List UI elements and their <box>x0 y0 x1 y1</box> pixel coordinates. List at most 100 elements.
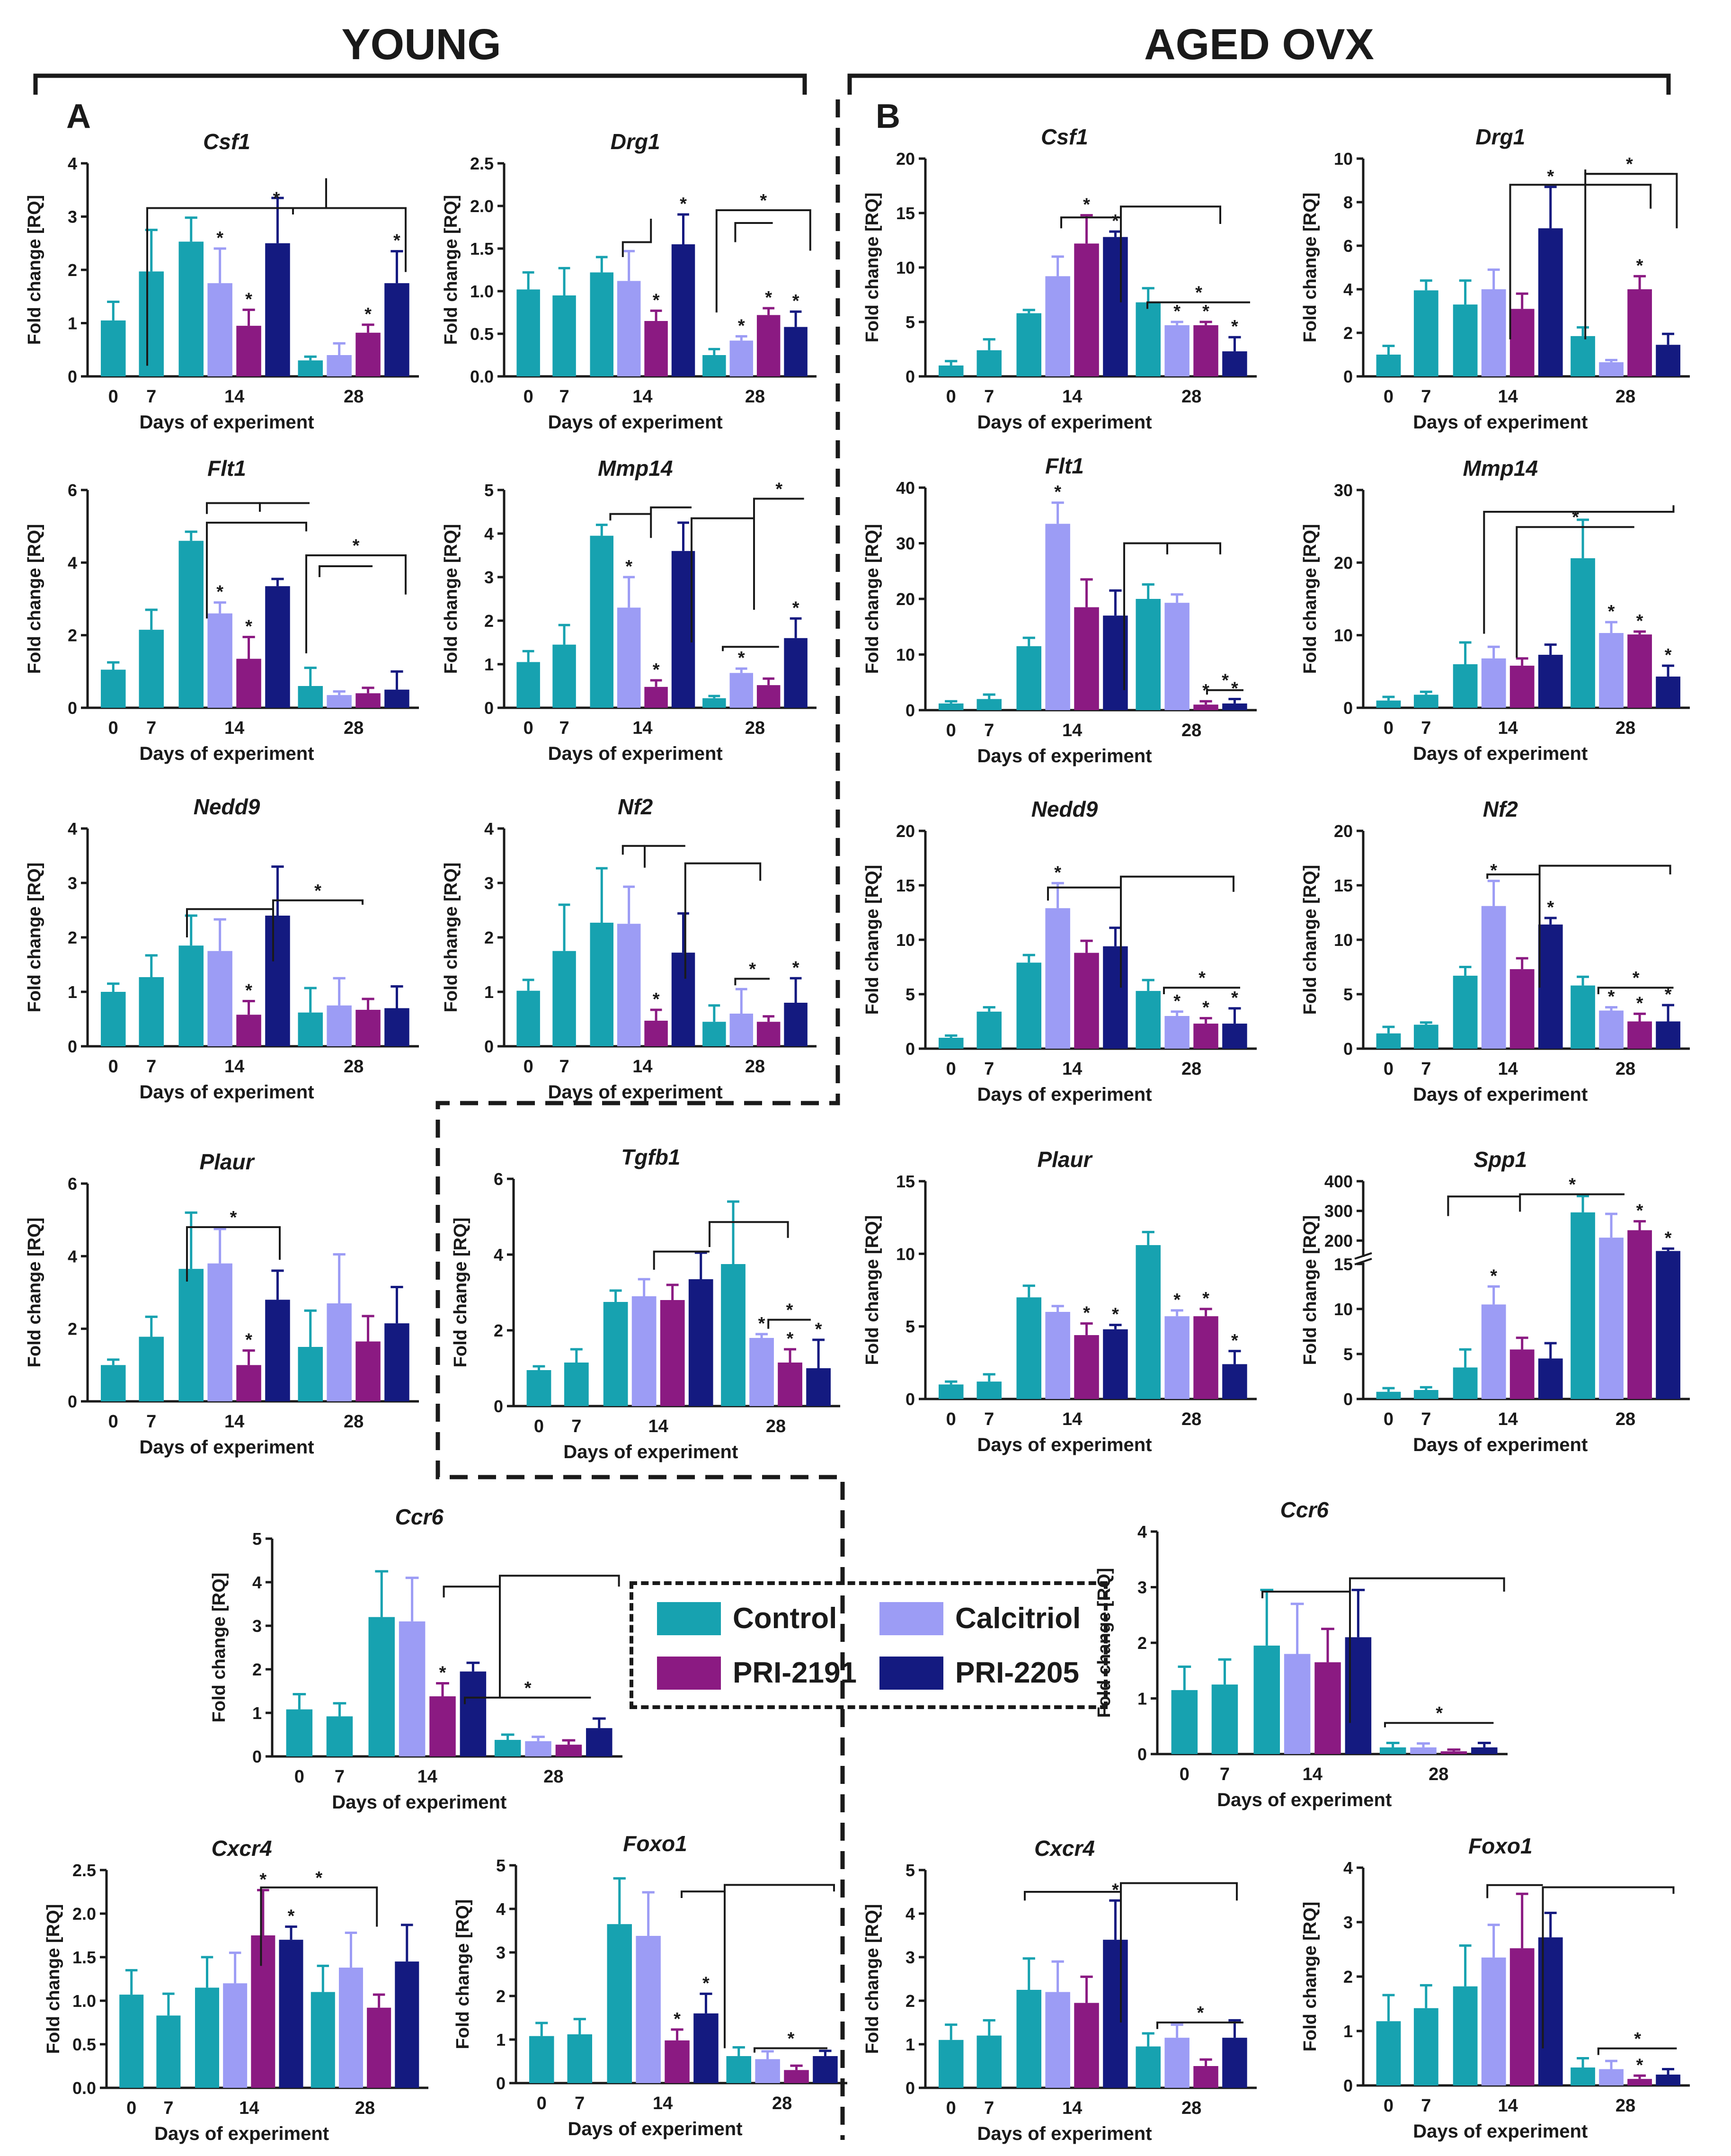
comparison-bracket <box>464 1696 591 1704</box>
bar-control-day28 <box>726 2056 751 2083</box>
x-tick-label: 28 <box>355 2098 375 2118</box>
chart-young-nf2: Nf2 0 1 2 3 4 Fold change [RQ] Days of experime… <box>441 794 817 1103</box>
bar-calcitriol-day14 <box>1481 289 1506 376</box>
bar-calcitriol-day14 <box>1045 524 1070 710</box>
x-tick-label: 0 <box>946 721 956 740</box>
bar-control-day0 <box>286 1709 313 1756</box>
chart-young-nedd9: Nedd9 0 1 2 3 4 Fold change [RQ] Days of experi… <box>25 794 419 1103</box>
y-tick-label: 0 <box>1343 1390 1353 1409</box>
chart-title: Csf1 <box>203 129 250 154</box>
bar-calcitriol-day14 <box>1481 1304 1506 1399</box>
y-tick-label: 20 <box>896 589 915 609</box>
x-tick-label: 0 <box>1384 1409 1394 1429</box>
y-tick-label: 0 <box>484 1037 494 1056</box>
bar-control-day0 <box>119 1995 144 2088</box>
bar-pri-2205-day28 <box>1656 1021 1680 1049</box>
bar-pri-2191-day14 <box>1509 969 1535 1049</box>
bar-pri-2205-day14 <box>1103 1329 1128 1399</box>
x-tick-label: 0 <box>524 387 533 407</box>
x-tick-label: 0 <box>294 1767 304 1787</box>
bar-pri-2205-day14 <box>460 1671 487 1756</box>
aged-bracket <box>847 73 1671 95</box>
bar-calcitriol-day14 <box>207 951 232 1046</box>
x-axis-label: Days of experiment <box>1413 1434 1588 1455</box>
x-tick-label: 28 <box>1616 2096 1635 2116</box>
significance-asterisk: * <box>1665 645 1672 665</box>
comparison-bracket <box>621 219 652 257</box>
y-tick-label: 1.0 <box>72 1991 96 2011</box>
bar-pri-2205-day28 <box>586 1728 613 1756</box>
y-tick-label: 4 <box>68 1247 77 1266</box>
significance-asterisk: * <box>1083 1303 1090 1323</box>
x-tick-label: 14 <box>632 1057 652 1077</box>
y-tick-label: 3 <box>484 873 494 893</box>
comparison-bracket <box>272 899 364 962</box>
bar-pri-2191-day14 <box>665 2040 690 2083</box>
y-tick-label: 1 <box>484 982 494 1002</box>
bar-pri-2205-day14 <box>1538 228 1563 376</box>
y-tick-label: 30 <box>1334 481 1353 500</box>
x-tick-label: 7 <box>1421 387 1431 407</box>
bar-calcitriol-day28 <box>327 355 352 376</box>
comparison-bracket <box>305 554 407 653</box>
y-tick-label: 6 <box>68 481 77 500</box>
bar-pri-2191-day14 <box>644 1020 668 1046</box>
y-tick-label: 5 <box>1343 1345 1353 1364</box>
bar-control-day14 <box>1016 313 1041 376</box>
bar-pri-2191-day28 <box>756 685 781 708</box>
bar-control-day14 <box>590 535 613 708</box>
bar-control-day28 <box>298 1012 323 1046</box>
y-tick-label: 4 <box>1343 280 1353 299</box>
bar-control-day28 <box>1379 1747 1406 1754</box>
x-axis-label: Days of experiment <box>139 743 314 764</box>
x-tick-label: 14 <box>1498 1059 1518 1079</box>
bar-calcitriol-day14 <box>1284 1654 1311 1754</box>
y-tick-label: 3 <box>1343 1913 1353 1932</box>
bar-control-day14 <box>195 1987 219 2088</box>
bar-control-day0 <box>1376 1033 1401 1049</box>
comparison-bracket <box>1516 526 1634 658</box>
y-tick-label: 0 <box>1343 698 1353 718</box>
comparison-bracket <box>684 862 762 979</box>
y-tick-label: 1.0 <box>470 282 494 301</box>
bar-pri-2191-day14 <box>236 1015 261 1046</box>
chart-title: Nf2 <box>618 794 653 819</box>
chart-title: Mmp14 <box>598 456 673 481</box>
bar-calcitriol-day28 <box>1164 1016 1190 1049</box>
bar-pri-2205-day28 <box>1656 2075 1680 2085</box>
comparison-bracket <box>1123 542 1221 690</box>
x-tick-label: 14 <box>1498 2096 1518 2116</box>
bar-control-day14 <box>178 241 204 376</box>
bracket-asterisk: * <box>1572 508 1579 527</box>
x-axis-label: Days of experiment <box>139 1437 314 1458</box>
significance-asterisk: * <box>1083 195 1090 215</box>
significance-asterisk: * <box>702 1973 710 1993</box>
bar-calcitriol-day28 <box>1599 2069 1624 2085</box>
x-tick-label: 7 <box>1220 1764 1230 1784</box>
y-axis-label: Fold change [RQ] <box>441 524 461 674</box>
y-tick-label: 20 <box>1334 553 1353 572</box>
chart-title: Ccr6 <box>1280 1497 1329 1522</box>
bracket-asterisk: * <box>775 479 782 499</box>
significance-asterisk: * <box>245 981 252 1001</box>
x-tick-label: 0 <box>1384 1059 1394 1079</box>
group-title-aged: AGED OVX <box>1144 20 1374 69</box>
x-tick-label: 28 <box>344 387 364 407</box>
y-tick-label: 5 <box>905 312 915 332</box>
x-tick-label: 14 <box>417 1767 437 1787</box>
bar-pri-2205-day14 <box>693 2013 719 2083</box>
comparison-bracket <box>715 209 811 312</box>
legend-item-calcitriol: Calcitriol <box>879 1602 1081 1635</box>
y-tick-label: 2 <box>484 611 494 631</box>
x-tick-label: 28 <box>1181 1059 1201 1079</box>
comparison-bracket <box>260 1886 378 1966</box>
y-tick-label: 8 <box>1343 193 1353 212</box>
chart-aged-cxcr4: Cxcr4 0 1 2 3 4 5 Fold change [RQ] Days of exper… <box>862 1836 1257 2144</box>
bar-control-day7 <box>552 644 576 708</box>
comparison-bracket <box>1483 505 1675 634</box>
bar-control-day0 <box>1376 1391 1401 1399</box>
comparison-bracket <box>724 1884 835 2049</box>
bar-pri-2205-day14 <box>1103 1940 1128 2088</box>
bracket-asterisk: * <box>788 2029 795 2049</box>
bar-pri-2191-day14 <box>1074 2003 1099 2088</box>
